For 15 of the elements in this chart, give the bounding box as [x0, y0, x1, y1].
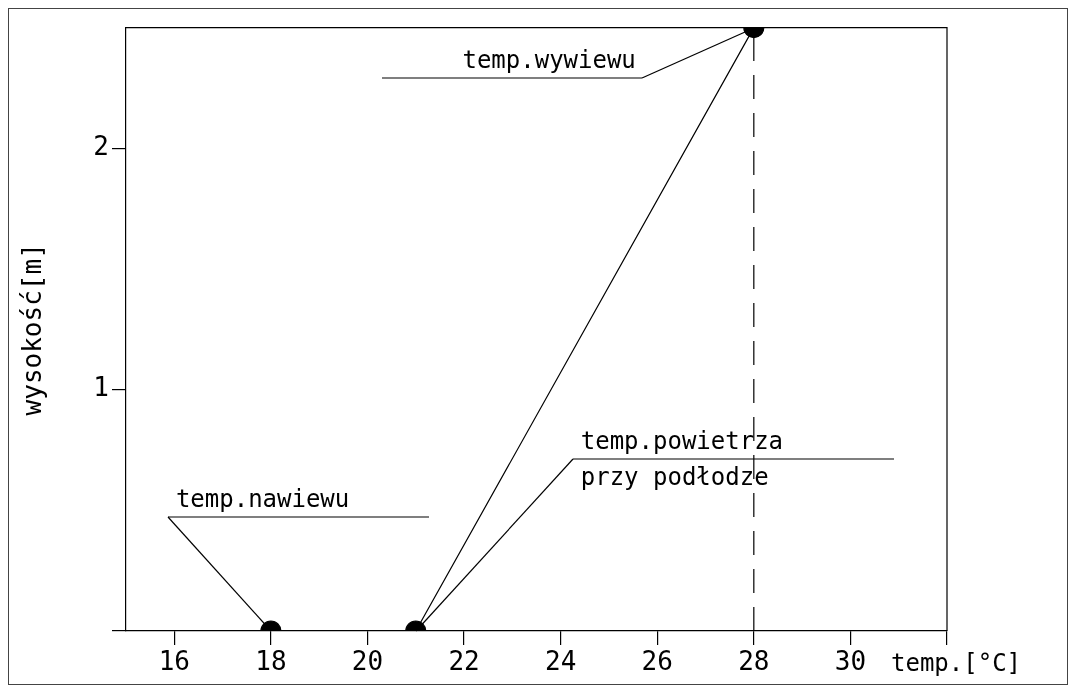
annotation: temp.powietrza przy podłodze	[580, 427, 784, 492]
annotation: temp.wywiewu	[462, 45, 636, 74]
y-axis-title: wysokość[m]	[16, 243, 47, 416]
y-tick-label: 2	[93, 131, 109, 162]
y-tick-label: 1	[93, 372, 109, 403]
x-axis-title: temp.[°C]	[891, 649, 1022, 678]
x-tick-label: 16	[158, 646, 190, 677]
x-tick-label: 24	[544, 646, 577, 677]
x-tick-label: 28	[738, 646, 770, 677]
x-tick-label: 22	[448, 646, 480, 677]
annotation: temp.nawiewu	[175, 485, 350, 513]
x-tick-label: 18	[255, 646, 287, 677]
x-tick-label: 26	[641, 646, 673, 677]
x-tick-label: 20	[351, 646, 384, 677]
x-tick-label: 30	[834, 646, 867, 677]
